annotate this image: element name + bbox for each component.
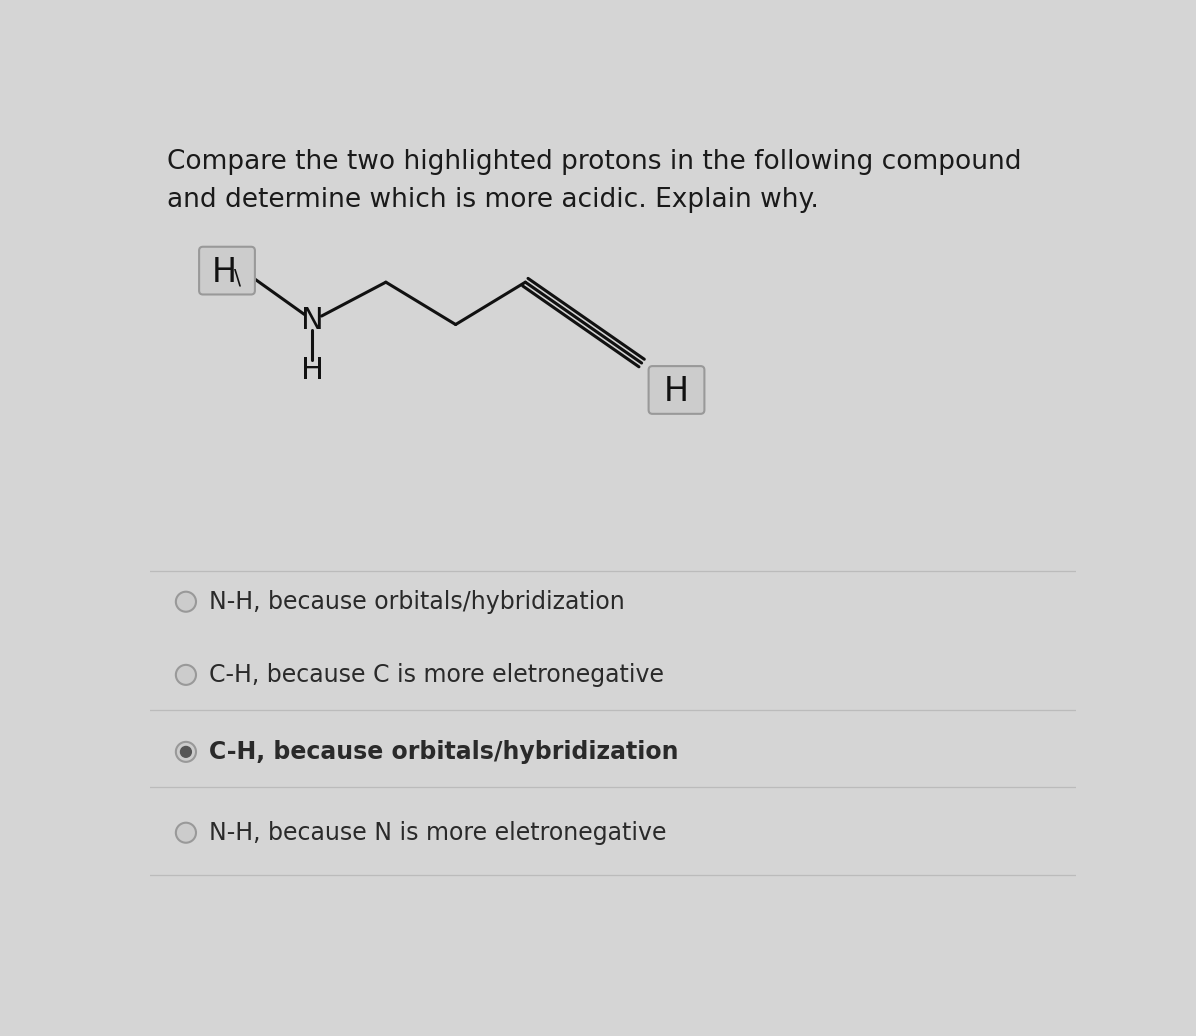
Text: C-H, because orbitals/hybridization: C-H, because orbitals/hybridization (209, 740, 678, 764)
FancyBboxPatch shape (648, 366, 704, 413)
Text: H: H (300, 356, 324, 385)
Circle shape (176, 665, 196, 685)
Text: \: \ (234, 268, 242, 288)
FancyBboxPatch shape (199, 247, 255, 294)
Circle shape (176, 592, 196, 611)
Text: H: H (664, 375, 689, 408)
Text: C-H, because C is more eletronegative: C-H, because C is more eletronegative (209, 663, 664, 687)
Text: H: H (212, 256, 237, 289)
Circle shape (176, 823, 196, 842)
Text: Compare the two highlighted protons in the following compound: Compare the two highlighted protons in t… (166, 149, 1021, 175)
Circle shape (176, 742, 196, 761)
Text: N-H, because N is more eletronegative: N-H, because N is more eletronegative (209, 821, 666, 844)
Text: and determine which is more acidic. Explain why.: and determine which is more acidic. Expl… (166, 188, 818, 213)
Text: N-H, because orbitals/hybridization: N-H, because orbitals/hybridization (209, 589, 626, 613)
Circle shape (181, 747, 191, 757)
Text: N: N (301, 307, 324, 336)
